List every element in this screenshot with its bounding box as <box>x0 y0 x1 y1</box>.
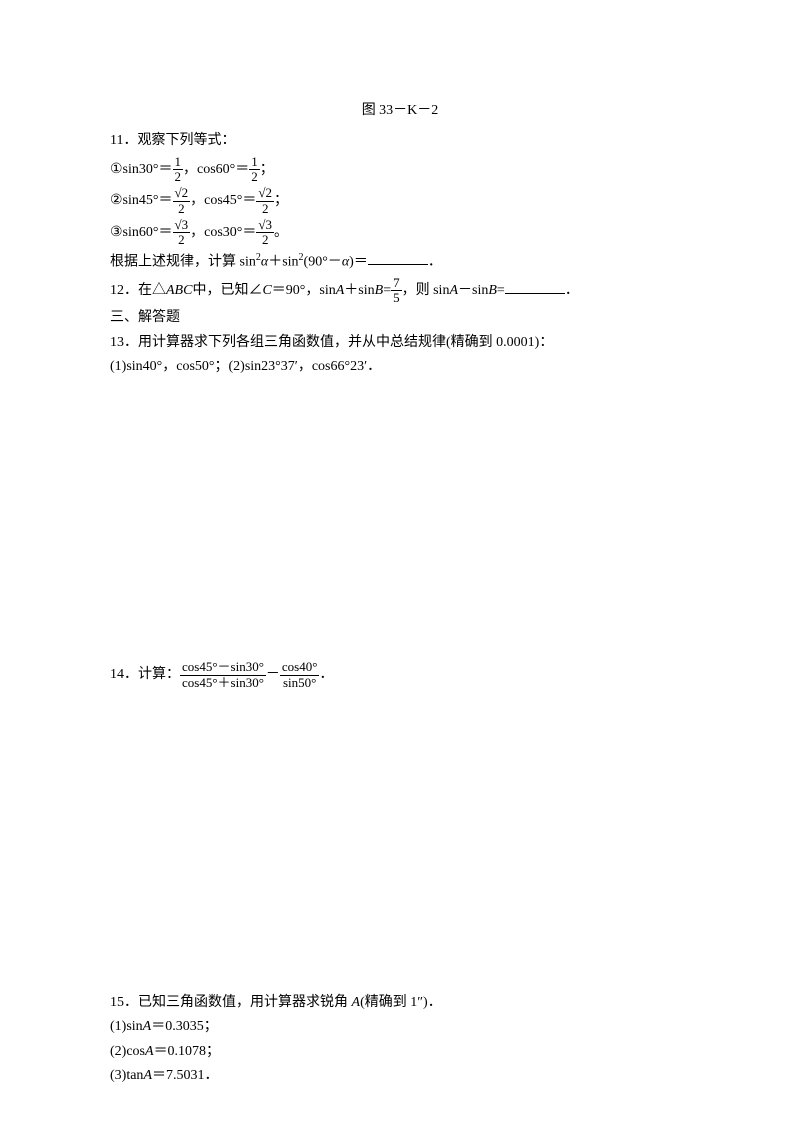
q12-d: ＋sin <box>344 283 374 298</box>
q11-con-e: ． <box>428 254 442 269</box>
q15-A: A <box>352 995 361 1010</box>
frac-r3-2: √32 <box>173 218 191 248</box>
q15-b: (精确到 1″)． <box>360 995 442 1010</box>
q11-intro: 11．观察下列等式： <box>110 130 690 152</box>
q12-g: －sin <box>458 283 488 298</box>
q11-eq3-a: ③sin60°＝ <box>110 225 173 240</box>
frac-num: 1 <box>173 155 184 170</box>
frac-num: cos45°－sin30° <box>180 660 266 675</box>
q12-h: = <box>497 283 505 298</box>
q14-a: 14．计算： <box>110 667 180 682</box>
q11-eq3-c: 。 <box>274 225 288 240</box>
q12-abc: ABC <box>166 283 192 298</box>
q11-eq2-a: ②sin45°＝ <box>110 193 173 208</box>
q11-con-b: ＋sin <box>268 254 298 269</box>
frac-num: 1 <box>249 155 260 170</box>
frac-den: 2 <box>249 170 260 184</box>
frac-num: √2 <box>256 186 274 201</box>
q12-C: C <box>262 283 271 298</box>
q12-b: 中，已知∠ <box>192 283 262 298</box>
frac-r3-2b: √32 <box>256 218 274 248</box>
frac-den: 5 <box>391 291 402 305</box>
q12-A2: A <box>449 283 458 298</box>
frac-den: 2 <box>256 233 274 247</box>
q12-a: 12．在△ <box>110 283 166 298</box>
frac-den: sin50° <box>280 676 320 690</box>
q15-l1-A: A <box>143 1019 152 1034</box>
q11-eq2-b: ，cos45°＝ <box>190 193 256 208</box>
q11-eq1-c: ； <box>260 162 274 177</box>
workspace-gap-2 <box>110 692 690 992</box>
frac-7-5: 75 <box>391 276 402 306</box>
q11-con-c: (90°－ <box>304 254 342 269</box>
q11-con-d: )＝ <box>349 254 368 269</box>
frac-num: √3 <box>173 218 191 233</box>
frac-den: 2 <box>173 170 184 184</box>
q14-end: ． <box>319 667 333 682</box>
frac-q14-1: cos45°－sin30°cos45°＋sin30° <box>180 660 266 690</box>
frac-num: √2 <box>173 186 191 201</box>
q12-B2: B <box>488 283 497 298</box>
q15-l2b: ＝0.1078； <box>154 1044 221 1059</box>
q12-f: ，则 sin <box>402 283 450 298</box>
q11-eq1-a: ①sin30°＝ <box>110 162 173 177</box>
q12-c: ＝90°，sin <box>272 283 336 298</box>
q11-eq1: ①sin30°＝12，cos60°＝12； <box>110 155 690 185</box>
q11-con-a: 根据上述规律，计算 sin <box>110 254 256 269</box>
q12-B1: B <box>375 283 384 298</box>
q15-l1b: ＝0.3035； <box>151 1019 218 1034</box>
frac-den: 2 <box>173 202 191 216</box>
q12-i: ． <box>565 283 579 298</box>
q11-conclusion: 根据上述规律，计算 sin2α＋sin2(90°－α)＝． <box>110 250 690 274</box>
figure-caption: 图 33－K－2 <box>110 100 690 122</box>
frac-den: 2 <box>173 233 191 247</box>
q15-l1: (1)sinA＝0.3035； <box>110 1016 690 1038</box>
frac-1-2: 12 <box>173 155 184 185</box>
frac-r2-2b: √22 <box>256 186 274 216</box>
q15-intro: 15．已知三角函数值，用计算器求锐角 A(精确到 1″)． <box>110 992 690 1014</box>
q15-l3-A: A <box>143 1068 152 1083</box>
q14-mid: － <box>266 667 280 682</box>
frac-num: cos40° <box>280 660 320 675</box>
q12-A1: A <box>336 283 345 298</box>
q15-l2-A: A <box>145 1044 154 1059</box>
frac-1-2b: 12 <box>249 155 260 185</box>
q11-eq3: ③sin60°＝√32，cos30°＝√32。 <box>110 218 690 248</box>
frac-den: 2 <box>256 202 274 216</box>
q12-e: = <box>383 283 391 298</box>
q15-l2a: (2)cos <box>110 1044 145 1059</box>
q13-b: (1)sin40°，cos50°；(2)sin23°37′，cos66°23′． <box>110 356 690 378</box>
q11-eq3-b: ，cos30°＝ <box>190 225 256 240</box>
q15-l3b: ＝7.5031． <box>152 1068 219 1083</box>
blank-2 <box>505 280 565 294</box>
q11-eq2-c: ； <box>274 193 288 208</box>
q15-l3a: (3)tan <box>110 1068 143 1083</box>
q11-eq1-b: ，cos60°＝ <box>183 162 249 177</box>
q14: 14．计算：cos45°－sin30°cos45°＋sin30°－cos40°s… <box>110 660 690 690</box>
frac-num: 7 <box>391 276 402 291</box>
q11-eq2: ②sin45°＝√22，cos45°＝√22； <box>110 186 690 216</box>
q15-l1a: (1)sin <box>110 1019 143 1034</box>
section-3-heading: 三、解答题 <box>110 307 690 329</box>
q12: 12．在△ABC中，已知∠C＝90°，sinA＋sinB=75，则 sinA－s… <box>110 276 690 306</box>
frac-r2-2: √22 <box>173 186 191 216</box>
q15-l3: (3)tanA＝7.5031． <box>110 1065 690 1087</box>
q13-a: 13．用计算器求下列各组三角函数值，并从中总结规律(精确到 0.0001)： <box>110 332 690 354</box>
frac-q14-2: cos40°sin50° <box>280 660 320 690</box>
q15-a: 15．已知三角函数值，用计算器求锐角 <box>110 995 352 1010</box>
blank-1 <box>368 251 428 265</box>
q15-l2: (2)cosA＝0.1078； <box>110 1041 690 1063</box>
frac-num: √3 <box>256 218 274 233</box>
frac-den: cos45°＋sin30° <box>180 676 266 690</box>
workspace-gap-1 <box>110 380 690 660</box>
